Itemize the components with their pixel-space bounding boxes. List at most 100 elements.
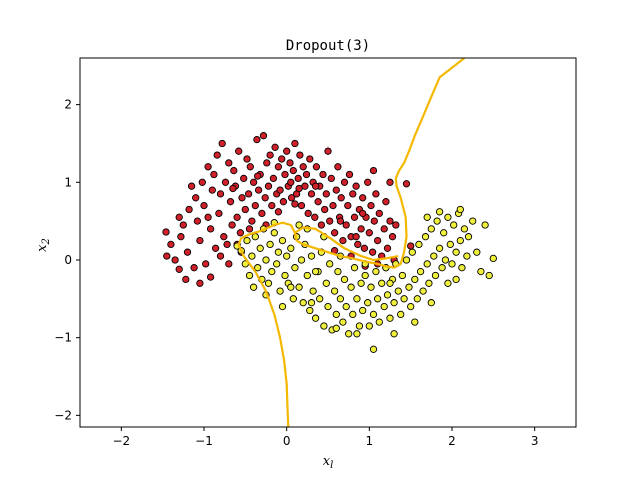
data-point xyxy=(225,159,233,167)
data-point xyxy=(452,275,460,284)
data-point xyxy=(289,166,297,175)
data-point xyxy=(372,190,380,198)
data-point xyxy=(361,271,369,280)
data-point xyxy=(364,178,372,186)
series-2 xyxy=(233,205,497,353)
data-point xyxy=(309,287,317,295)
data-point xyxy=(386,314,394,322)
data-point xyxy=(378,279,386,287)
data-point xyxy=(311,213,319,221)
data-point xyxy=(383,291,392,299)
data-point xyxy=(236,229,245,237)
data-point xyxy=(268,267,276,276)
data-point xyxy=(369,345,378,353)
x-tick-label: −2 xyxy=(112,434,130,448)
data-point xyxy=(295,283,303,291)
data-point xyxy=(350,213,359,221)
data-point xyxy=(450,221,458,229)
data-point xyxy=(196,279,204,287)
data-point xyxy=(411,275,419,284)
data-point xyxy=(258,209,266,218)
data-point xyxy=(198,178,206,186)
data-point xyxy=(375,209,383,218)
data-point xyxy=(202,260,210,268)
data-point xyxy=(477,267,485,276)
data-point xyxy=(283,252,291,260)
data-point xyxy=(262,256,270,264)
data-point xyxy=(411,318,419,326)
data-point xyxy=(291,200,299,208)
data-point xyxy=(177,233,185,241)
data-point xyxy=(299,299,307,307)
data-point xyxy=(427,225,435,233)
data-point xyxy=(192,194,200,202)
data-point xyxy=(314,198,322,206)
data-point xyxy=(463,252,471,260)
data-point xyxy=(359,306,367,315)
data-point xyxy=(382,198,390,206)
data-point xyxy=(423,213,431,221)
data-point xyxy=(367,283,375,291)
data-point xyxy=(435,208,444,216)
data-point xyxy=(322,190,330,198)
data-point xyxy=(360,244,369,252)
plot-frame xyxy=(79,57,577,428)
data-point xyxy=(334,163,342,171)
data-point xyxy=(225,260,233,268)
data-point xyxy=(342,302,350,311)
data-point xyxy=(334,267,342,276)
data-point xyxy=(295,221,303,229)
data-point xyxy=(281,170,289,179)
data-point xyxy=(193,217,202,225)
data-point xyxy=(238,194,246,202)
data-point xyxy=(375,318,383,326)
data-point xyxy=(175,213,183,221)
data-point xyxy=(261,194,269,202)
data-point xyxy=(355,322,364,330)
data-point xyxy=(196,236,204,245)
data-point xyxy=(367,201,375,210)
data-point xyxy=(380,302,388,311)
data-point xyxy=(352,182,360,190)
data-point xyxy=(336,295,345,303)
data-point xyxy=(431,271,440,280)
data-point xyxy=(405,283,413,291)
data-point xyxy=(304,209,312,218)
data-point xyxy=(281,271,289,280)
data-point xyxy=(359,209,367,218)
data-point xyxy=(276,287,284,295)
data-point xyxy=(386,279,394,287)
data-point xyxy=(291,139,299,148)
data-point xyxy=(464,233,473,241)
data-point xyxy=(354,240,362,249)
data-point xyxy=(208,186,216,194)
data-point xyxy=(246,163,254,171)
data-point xyxy=(320,322,328,330)
data-point xyxy=(200,201,208,210)
data-point xyxy=(441,256,450,264)
data-point xyxy=(419,287,427,295)
data-point xyxy=(460,225,469,233)
data-point xyxy=(368,248,377,256)
data-point xyxy=(307,299,316,307)
data-point xyxy=(228,221,236,229)
data-point xyxy=(220,233,228,241)
data-point xyxy=(353,330,361,338)
data-point xyxy=(306,306,314,315)
data-point xyxy=(274,248,283,256)
data-point xyxy=(251,233,259,241)
data-point xyxy=(244,190,253,198)
data-point xyxy=(408,248,416,256)
data-point xyxy=(179,221,187,229)
data-point xyxy=(345,330,353,338)
data-point xyxy=(458,264,466,272)
data-point xyxy=(204,213,212,221)
data-point xyxy=(297,256,306,264)
data-point xyxy=(415,240,423,249)
data-point xyxy=(311,267,320,276)
data-point xyxy=(294,174,302,183)
x-axis-label: xl xyxy=(323,454,334,471)
data-point xyxy=(390,330,398,338)
data-point xyxy=(248,217,256,225)
data-point xyxy=(273,260,281,268)
